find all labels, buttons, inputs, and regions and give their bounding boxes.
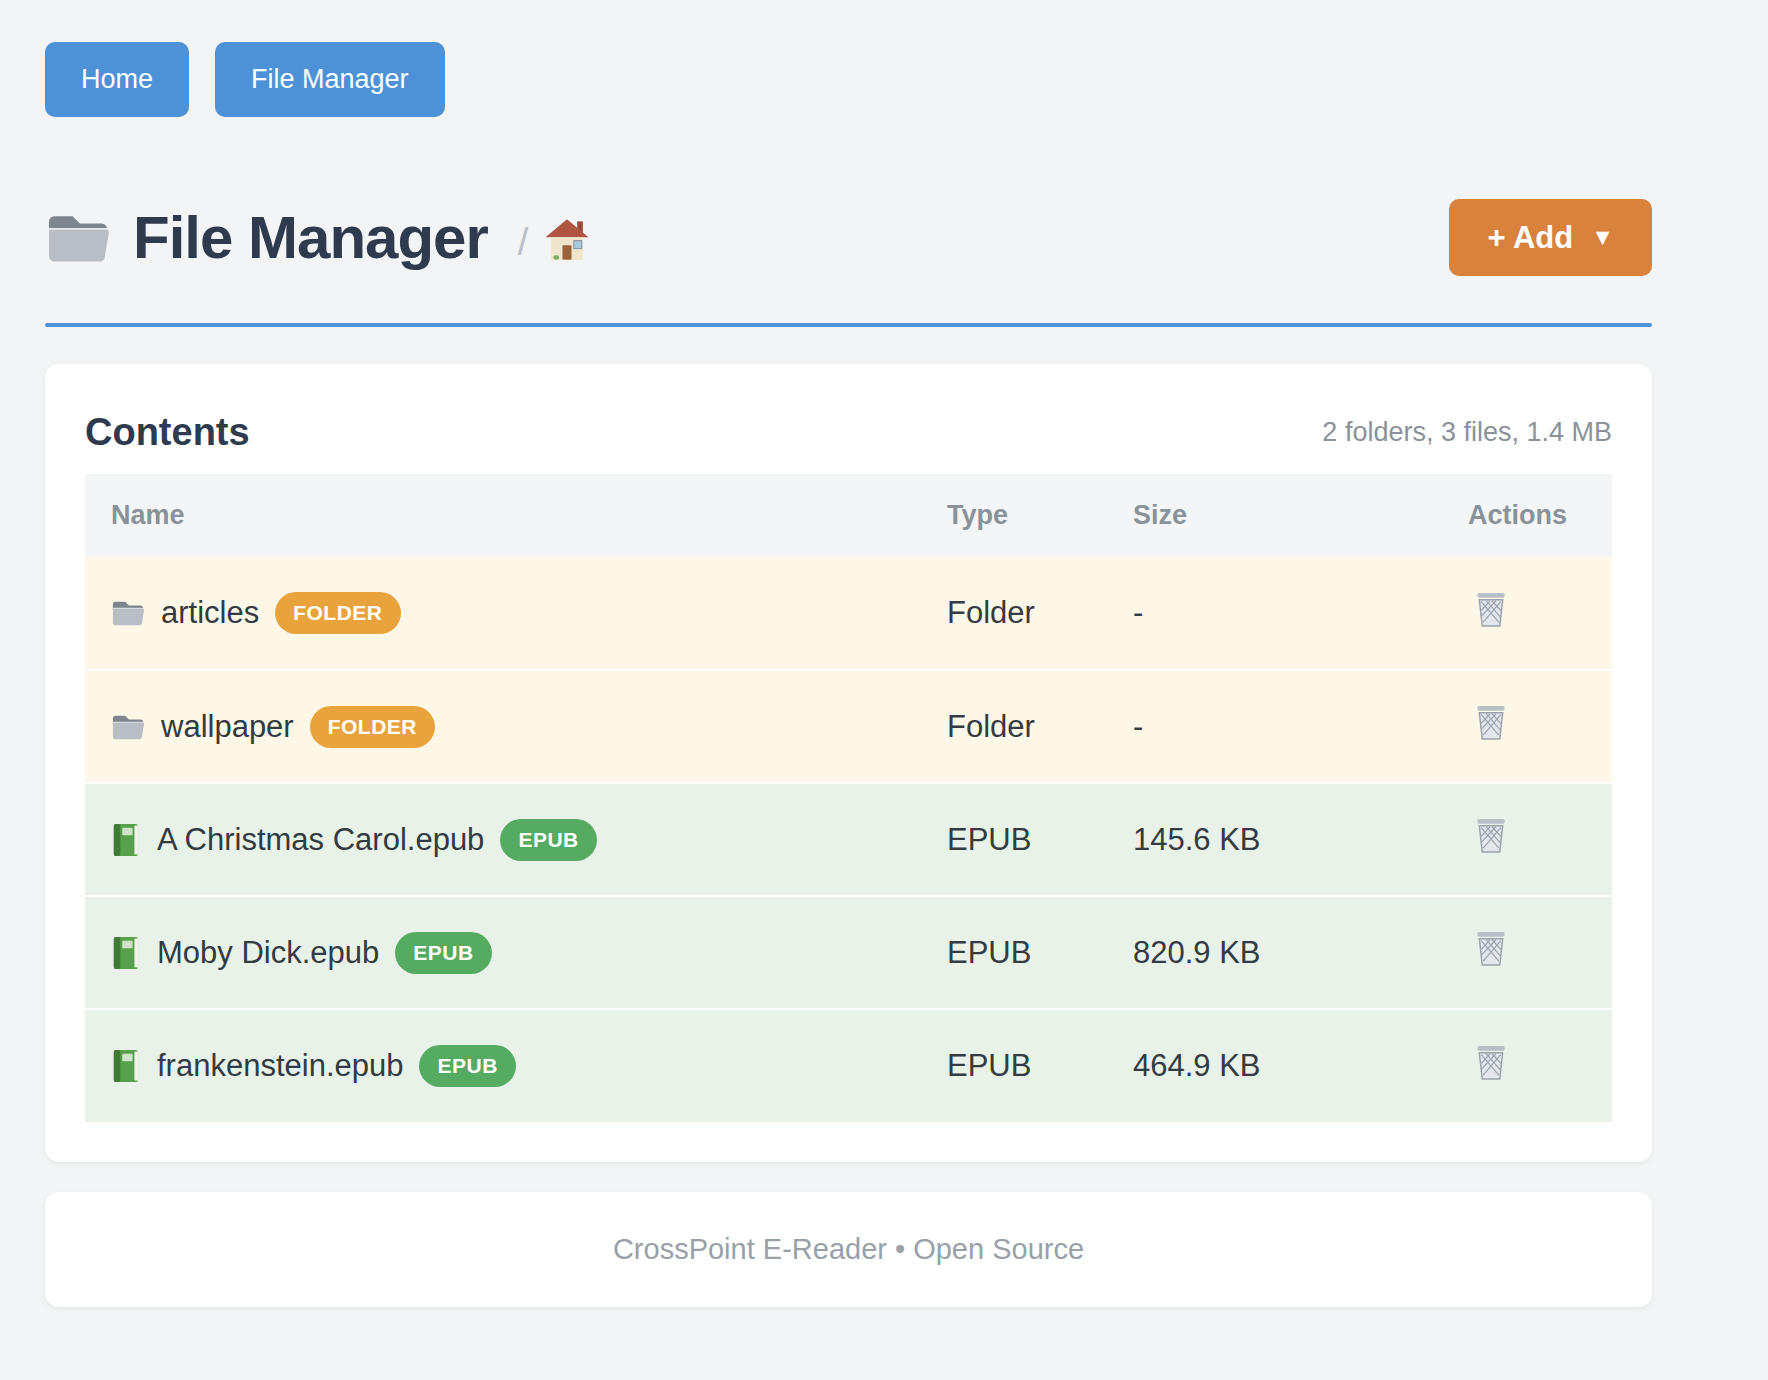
type-cell: Folder — [921, 557, 1107, 670]
actions-cell — [1442, 783, 1612, 896]
book-icon — [111, 823, 141, 857]
table-row: articles FOLDER Folder - — [85, 557, 1612, 670]
page-title: File Manager — [133, 203, 488, 272]
file-name-link[interactable]: articles — [161, 595, 259, 631]
folder-icon — [111, 711, 145, 743]
name-cell: frankenstein.epub EPUB — [85, 1009, 921, 1122]
add-button-label: + Add — [1487, 220, 1573, 256]
chevron-down-icon: ▼ — [1591, 224, 1614, 251]
page-container: Home File Manager File Manager / + Add ▼… — [45, 0, 1652, 1307]
home-nav-button[interactable]: Home — [45, 42, 189, 117]
footer-text: CrossPoint E-Reader • Open Source — [613, 1233, 1084, 1266]
delete-button[interactable] — [1474, 1044, 1508, 1081]
breadcrumb: / — [518, 212, 591, 264]
breadcrumb-separator: / — [518, 221, 529, 264]
folder-icon — [111, 597, 145, 629]
size-cell: - — [1107, 557, 1442, 670]
name-cell: A Christmas Carol.epub EPUB — [85, 783, 921, 896]
trash-icon — [1474, 1044, 1508, 1081]
size-cell: 145.6 KB — [1107, 783, 1442, 896]
type-cell: Folder — [921, 670, 1107, 783]
trash-icon — [1474, 817, 1508, 854]
delete-button[interactable] — [1474, 591, 1508, 628]
add-button[interactable]: + Add ▼ — [1449, 199, 1652, 276]
folder-icon — [45, 209, 111, 267]
contents-card: Contents 2 folders, 3 files, 1.4 MB Name… — [45, 364, 1652, 1162]
size-cell: 820.9 KB — [1107, 896, 1442, 1009]
epub-badge: EPUB — [395, 932, 491, 974]
contents-card-header: Contents 2 folders, 3 files, 1.4 MB — [85, 404, 1612, 460]
delete-button[interactable] — [1474, 930, 1508, 967]
table-row: wallpaper FOLDER Folder - — [85, 670, 1612, 783]
type-cell: EPUB — [921, 1009, 1107, 1122]
footer-card: CrossPoint E-Reader • Open Source — [45, 1192, 1652, 1307]
book-icon — [111, 1049, 141, 1083]
header-divider — [45, 323, 1652, 327]
trash-icon — [1474, 704, 1508, 741]
file-name-link[interactable]: Moby Dick.epub — [157, 935, 379, 971]
trash-icon — [1474, 591, 1508, 628]
actions-cell — [1442, 557, 1612, 670]
table-header-row: Name Type Size Actions — [85, 474, 1612, 557]
contents-summary: 2 folders, 3 files, 1.4 MB — [1322, 417, 1612, 448]
top-nav: Home File Manager — [45, 0, 1652, 117]
page-header: File Manager / + Add ▼ — [45, 190, 1652, 285]
delete-button[interactable] — [1474, 817, 1508, 854]
delete-button[interactable] — [1474, 704, 1508, 741]
actions-cell — [1442, 896, 1612, 1009]
table-row: A Christmas Carol.epub EPUB EPUB 145.6 K… — [85, 783, 1612, 896]
column-header-name: Name — [85, 474, 921, 557]
table-row: Moby Dick.epub EPUB EPUB 820.9 KB — [85, 896, 1612, 1009]
name-cell: wallpaper FOLDER — [85, 670, 921, 783]
title-group: File Manager / — [45, 203, 590, 272]
file-name-link[interactable]: A Christmas Carol.epub — [157, 822, 484, 858]
size-cell: - — [1107, 670, 1442, 783]
column-header-actions: Actions — [1442, 474, 1612, 557]
epub-badge: EPUB — [419, 1045, 515, 1087]
file-name-link[interactable]: wallpaper — [161, 709, 294, 745]
trash-icon — [1474, 930, 1508, 967]
file-name-link[interactable]: frankenstein.epub — [157, 1048, 403, 1084]
actions-cell — [1442, 1009, 1612, 1122]
size-cell: 464.9 KB — [1107, 1009, 1442, 1122]
column-header-type: Type — [921, 474, 1107, 557]
folder-badge: FOLDER — [310, 706, 435, 748]
type-cell: EPUB — [921, 783, 1107, 896]
actions-cell — [1442, 670, 1612, 783]
name-cell: articles FOLDER — [85, 557, 921, 670]
folder-badge: FOLDER — [275, 592, 400, 634]
house-icon[interactable] — [544, 218, 590, 261]
file-manager-nav-button[interactable]: File Manager — [215, 42, 445, 117]
epub-badge: EPUB — [500, 819, 596, 861]
column-header-size: Size — [1107, 474, 1442, 557]
contents-heading: Contents — [85, 411, 250, 454]
book-icon — [111, 936, 141, 970]
table-row: frankenstein.epub EPUB EPUB 464.9 KB — [85, 1009, 1612, 1122]
type-cell: EPUB — [921, 896, 1107, 1009]
name-cell: Moby Dick.epub EPUB — [85, 896, 921, 1009]
files-table: Name Type Size Actions articles FOLDER — [85, 474, 1612, 1122]
